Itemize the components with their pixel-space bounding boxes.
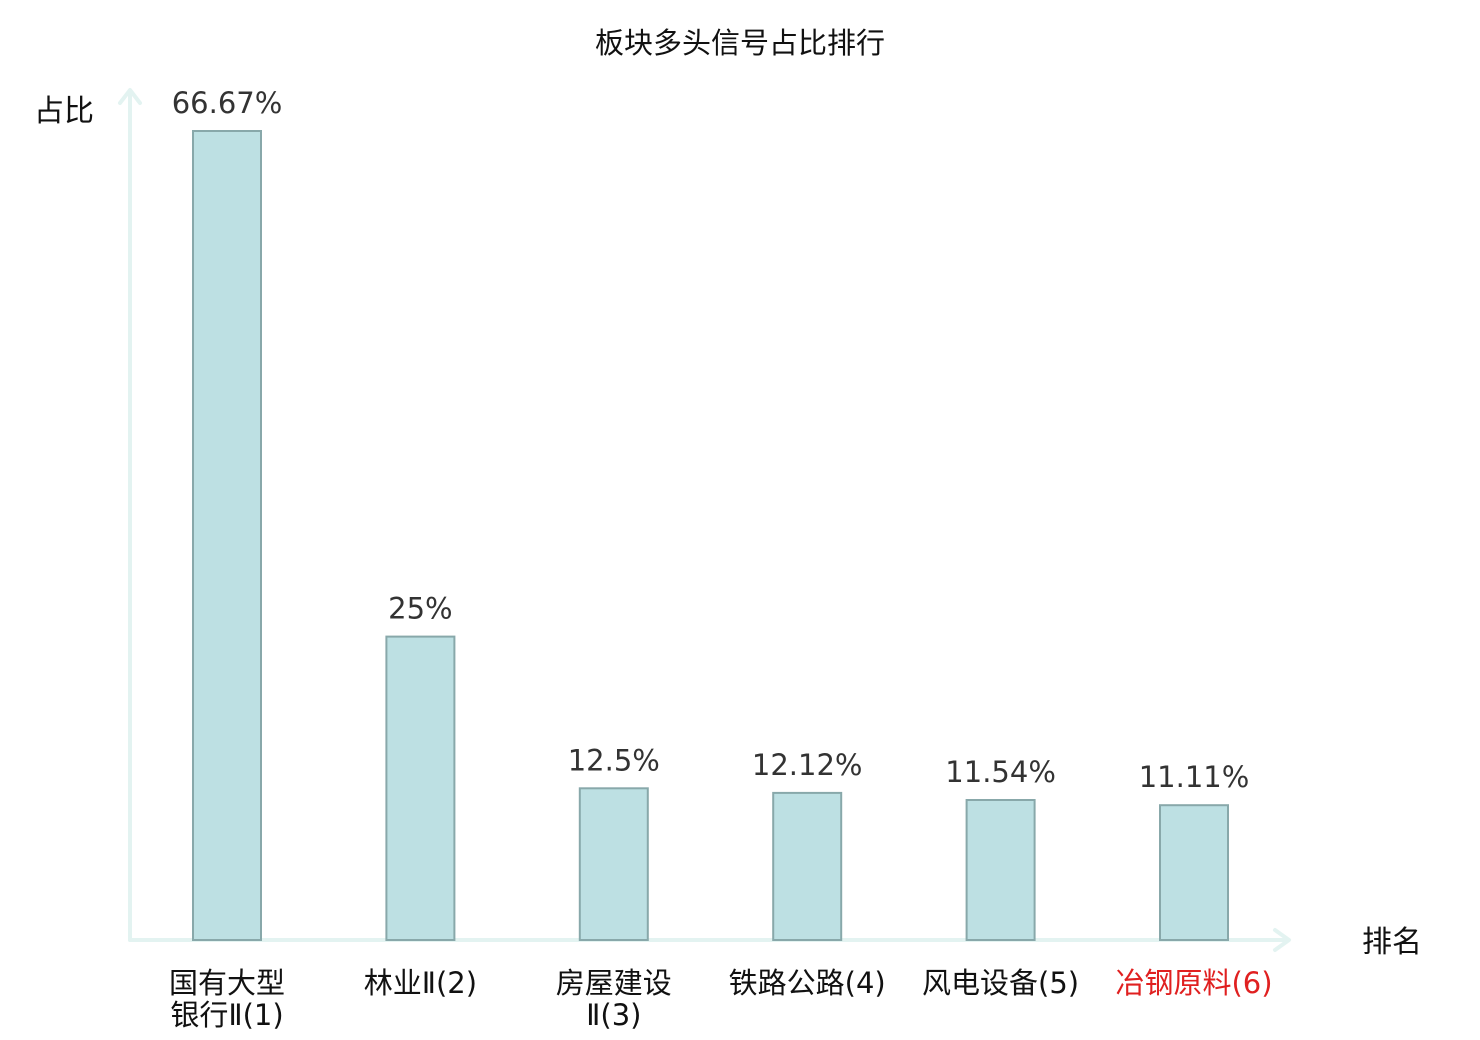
bar-2 [385,635,456,941]
category-label-5: 风电设备(5) [922,966,1079,1000]
bars-group [192,130,1229,942]
value-label-2: 25% [388,592,452,626]
category-label-3-line-1: 房屋建设 [556,966,672,1000]
value-label-3: 12.5% [568,743,660,777]
category-label-1-line-2: 银行Ⅱ(1) [170,998,283,1032]
x-axis-arrow-icon [1273,928,1291,952]
bar-5 [965,799,1036,941]
bar-1 [192,130,262,941]
chart-title: 板块多头信号占比排行 [595,26,885,60]
value-labels-group: 66.67% 25% 12.5% 12.12% 11.54% 11.11% [172,86,1250,794]
x-axis-label: 排名 [1362,925,1422,960]
value-label-6: 11.11% [1139,760,1250,794]
category-label-2: 林业Ⅱ(2) [364,966,477,1000]
y-axis-label: 占比 [34,94,94,129]
y-axis-arrow-icon [118,88,142,105]
bar-3 [578,787,649,941]
bar-4 [772,791,843,942]
bar-6 [1159,804,1229,942]
category-label-6: 冶钢原料(6) [1115,966,1272,1000]
value-label-4: 12.12% [752,748,863,782]
category-label-1-line-1: 国有大型 [169,966,285,1000]
category-label-3-line-2: Ⅱ(3) [586,998,641,1032]
value-label-5: 11.54% [945,755,1056,789]
value-label-1: 66.67% [172,86,283,120]
category-label-4: 铁路公路(4) [729,966,886,1000]
